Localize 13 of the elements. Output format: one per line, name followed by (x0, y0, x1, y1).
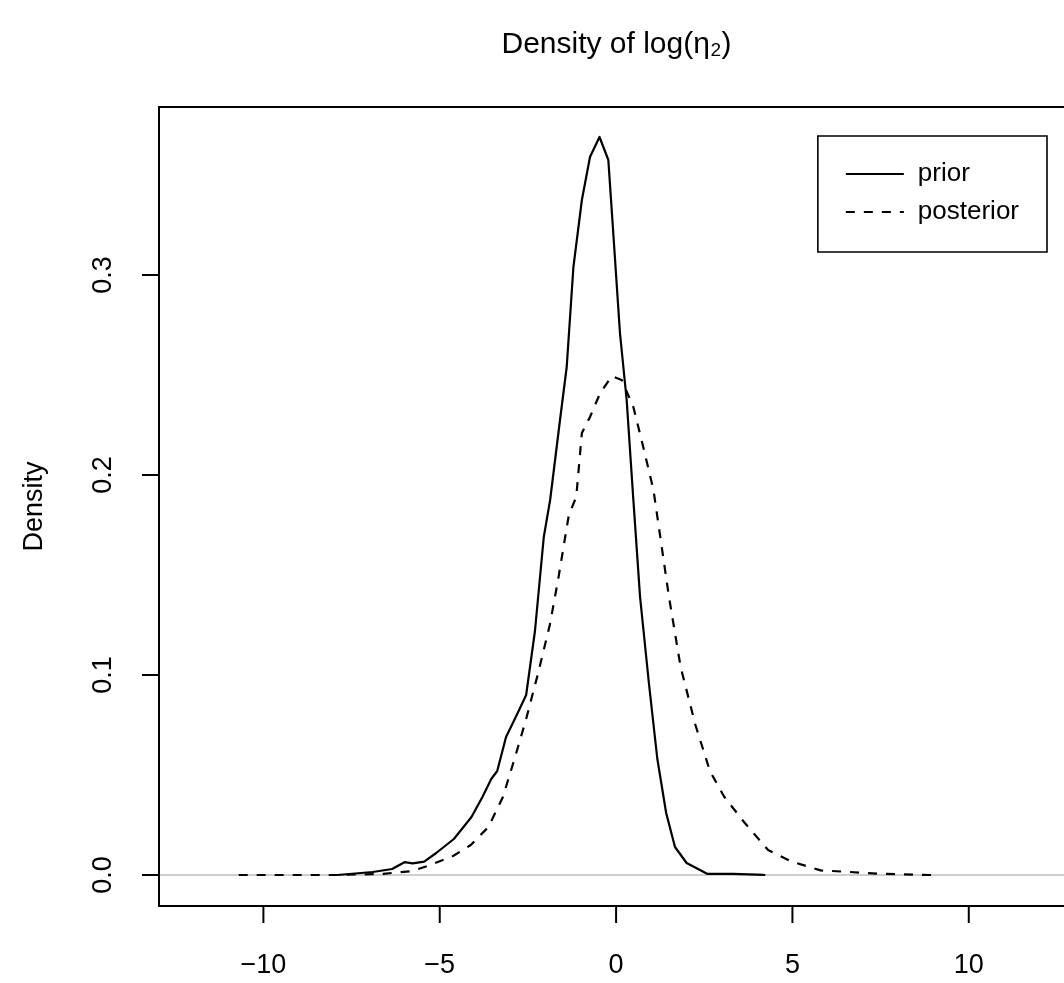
y-tick-label: 0.0 (87, 856, 118, 894)
y-tick-label: 0.2 (87, 456, 118, 494)
legend-label: posterior (917, 195, 1020, 226)
x-tick-label: 10 (953, 949, 984, 980)
x-tick-label: 0 (608, 949, 624, 980)
y-tick-label: 0.1 (87, 656, 118, 694)
x-tick-label: −5 (424, 949, 456, 980)
y-axis-title: Density (18, 460, 49, 552)
chart-title: Density of log(η₂) (501, 26, 732, 60)
legend-label: prior (917, 157, 971, 188)
x-tick-label: 5 (784, 949, 800, 980)
x-tick-label: −10 (240, 949, 287, 980)
y-tick-label: 0.3 (87, 256, 118, 294)
